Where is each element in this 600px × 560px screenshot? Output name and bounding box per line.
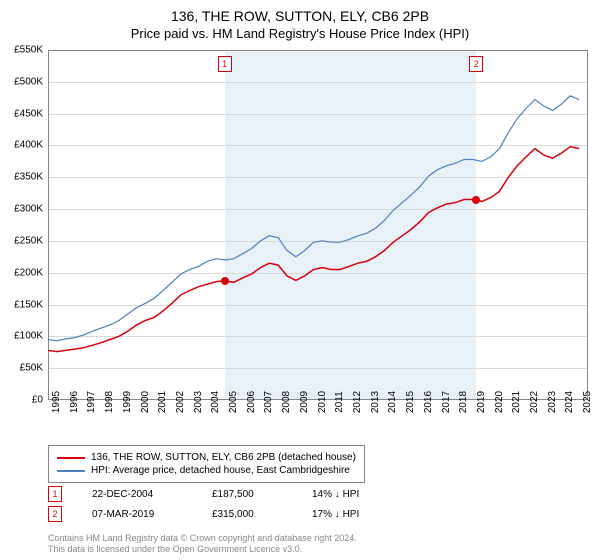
x-tick-label: 2013 [370, 391, 381, 413]
y-tick-label: £500K [14, 76, 43, 87]
x-tick-label: 1996 [69, 391, 80, 413]
sale-dot [472, 196, 480, 204]
x-tick-label: 2002 [175, 391, 186, 413]
sale-date: 07-MAR-2019 [92, 509, 182, 520]
y-tick-label: £250K [14, 235, 43, 246]
footer-attribution: Contains HM Land Registry data © Crown c… [48, 533, 357, 556]
sales-table: 1 22-DEC-2004 £187,500 14% ↓ HPI 2 07-MAR-201… [48, 486, 359, 526]
sale-dot [221, 277, 229, 285]
series-hpi [48, 96, 579, 341]
y-tick-label: £0 [32, 395, 43, 406]
x-tick-label: 2022 [529, 391, 540, 413]
sale-row: 1 22-DEC-2004 £187,500 14% ↓ HPI [48, 486, 359, 502]
sale-date: 22-DEC-2004 [92, 489, 182, 500]
legend-row: 136, THE ROW, SUTTON, ELY, CB6 2PB (deta… [57, 452, 356, 463]
sale-diff: 14% ↓ HPI [312, 489, 359, 500]
y-tick-label: £50K [20, 363, 43, 374]
x-tick-label: 1998 [104, 391, 115, 413]
x-tick-label: 2004 [210, 391, 221, 413]
sale-row: 2 07-MAR-2019 £315,000 17% ↓ HPI [48, 506, 359, 522]
x-tick-label: 2011 [334, 391, 345, 413]
y-tick-label: £550K [14, 45, 43, 56]
legend-label: HPI: Average price, detached house, East… [91, 465, 350, 476]
sale-price: £315,000 [212, 509, 282, 520]
x-tick-label: 2006 [246, 391, 257, 413]
x-tick-label: 2021 [511, 391, 522, 413]
x-tick-label: 2017 [441, 391, 452, 413]
y-tick-label: £100K [14, 331, 43, 342]
x-tick-label: 2018 [458, 391, 469, 413]
legend: 136, THE ROW, SUTTON, ELY, CB6 2PB (deta… [48, 445, 365, 483]
x-tick-label: 2005 [228, 391, 239, 413]
legend-swatch [57, 457, 85, 459]
x-tick-label: 2020 [494, 391, 505, 413]
sale-marker: 1 [48, 486, 62, 502]
y-tick-label: £150K [14, 299, 43, 310]
x-tick-label: 2024 [564, 391, 575, 413]
x-tick-label: 2015 [405, 391, 416, 413]
y-tick-label: £350K [14, 172, 43, 183]
page-subtitle: Price paid vs. HM Land Registry's House … [0, 26, 600, 41]
y-tick-label: £450K [14, 108, 43, 119]
x-tick-label: 1995 [51, 391, 62, 413]
x-tick-label: 1997 [86, 391, 97, 413]
series-property [48, 147, 579, 352]
x-tick-label: 2014 [387, 391, 398, 413]
y-tick-label: £200K [14, 267, 43, 278]
x-tick-label: 2009 [299, 391, 310, 413]
sale-marker-box: 1 [218, 56, 232, 72]
x-tick-label: 1999 [122, 391, 133, 413]
x-tick-label: 2010 [317, 391, 328, 413]
x-tick-label: 2016 [423, 391, 434, 413]
legend-swatch [57, 470, 85, 472]
y-tick-label: £400K [14, 140, 43, 151]
x-tick-label: 2019 [476, 391, 487, 413]
sale-price: £187,500 [212, 489, 282, 500]
page-title: 136, THE ROW, SUTTON, ELY, CB6 2PB [0, 8, 600, 24]
footer-line2: This data is licensed under the Open Gov… [48, 544, 357, 556]
sale-marker-box: 2 [469, 56, 483, 72]
chart: 12 £0£50K£100K£150K£200K£250K£300K£350K£… [48, 50, 588, 400]
x-tick-label: 2025 [582, 391, 593, 413]
x-tick-label: 2003 [193, 391, 204, 413]
sale-marker: 2 [48, 506, 62, 522]
x-tick-label: 2023 [547, 391, 558, 413]
x-tick-label: 2007 [263, 391, 274, 413]
legend-label: 136, THE ROW, SUTTON, ELY, CB6 2PB (deta… [91, 452, 356, 463]
footer-line1: Contains HM Land Registry data © Crown c… [48, 533, 357, 545]
x-tick-label: 2008 [281, 391, 292, 413]
x-tick-label: 2012 [352, 391, 363, 413]
sale-diff: 17% ↓ HPI [312, 509, 359, 520]
x-tick-label: 2000 [140, 391, 151, 413]
x-tick-label: 2001 [157, 391, 168, 413]
y-tick-label: £300K [14, 204, 43, 215]
legend-row: HPI: Average price, detached house, East… [57, 465, 356, 476]
chart-lines [48, 50, 588, 400]
